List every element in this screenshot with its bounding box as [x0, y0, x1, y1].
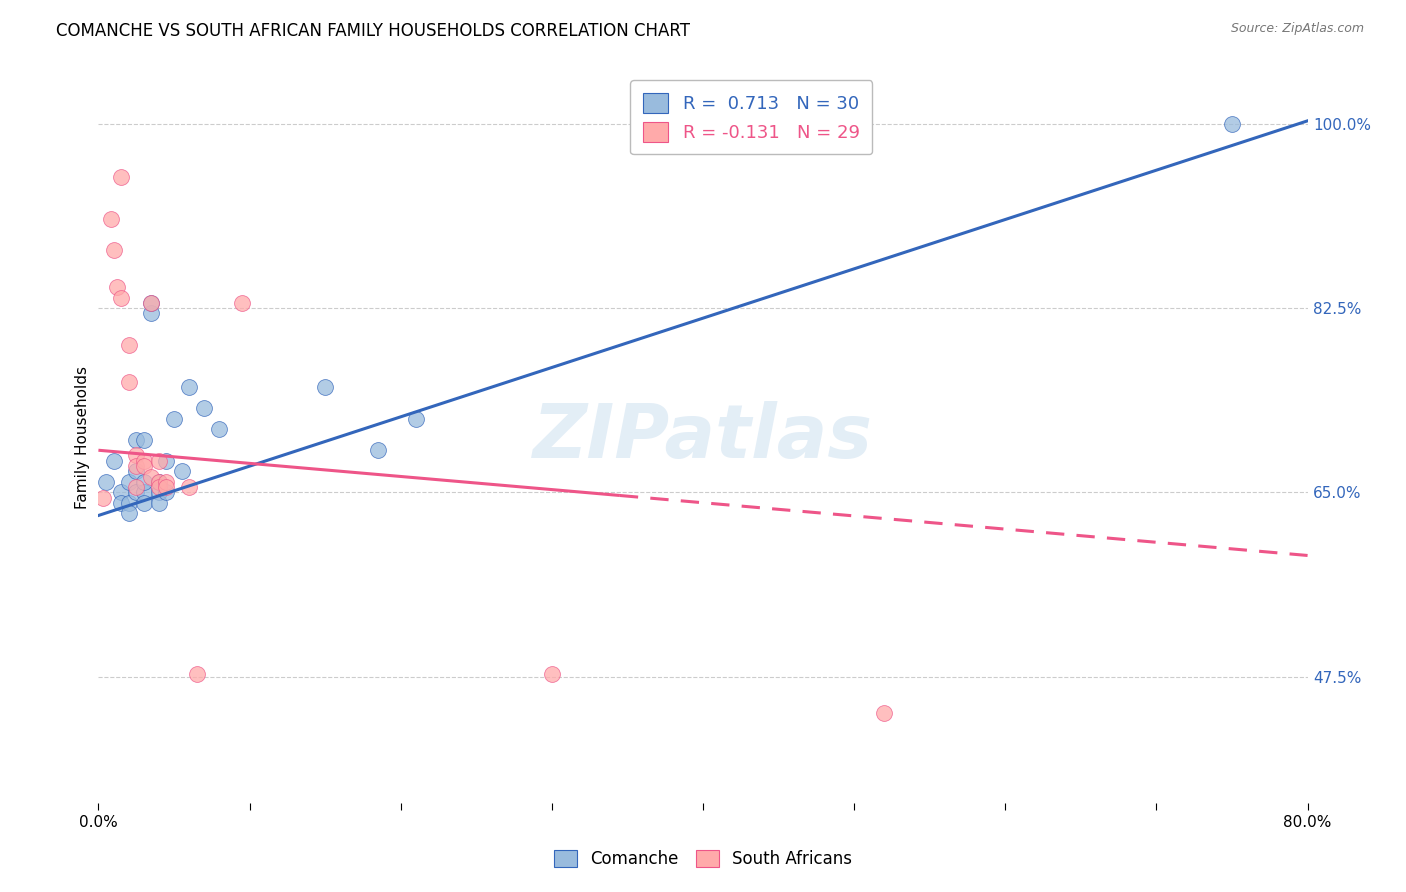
Point: [125, 485, 148, 500]
Point: [100, 211, 122, 226]
Point: [118, 338, 141, 352]
Point: [125, 433, 148, 447]
Point: [873, 706, 896, 721]
Point: [148, 475, 170, 489]
Text: Source: ZipAtlas.com: Source: ZipAtlas.com: [1230, 22, 1364, 36]
Point: [141, 296, 163, 310]
Point: [141, 296, 163, 310]
Point: [110, 496, 132, 510]
Point: [163, 411, 186, 425]
Point: [179, 480, 201, 494]
Point: [148, 480, 170, 494]
Point: [132, 485, 155, 500]
Legend: R =  0.713   N = 30, R = -0.131   N = 29: R = 0.713 N = 30, R = -0.131 N = 29: [630, 80, 872, 154]
Point: [103, 244, 125, 258]
Point: [141, 469, 163, 483]
Point: [186, 667, 208, 681]
Point: [118, 496, 141, 510]
Point: [110, 485, 132, 500]
Point: [125, 458, 148, 473]
Point: [231, 296, 253, 310]
Point: [148, 485, 170, 500]
Point: [155, 475, 177, 489]
Point: [155, 485, 177, 500]
Point: [405, 411, 427, 425]
Point: [155, 454, 177, 468]
Point: [103, 454, 125, 468]
Point: [125, 449, 148, 463]
Point: [118, 507, 141, 521]
Point: [367, 443, 389, 458]
Point: [91, 491, 114, 505]
Text: ZIPatlas: ZIPatlas: [533, 401, 873, 474]
Point: [110, 169, 132, 184]
Point: [208, 422, 231, 436]
Point: [132, 458, 155, 473]
Point: [110, 291, 132, 305]
Point: [125, 464, 148, 478]
Point: [125, 480, 148, 494]
Text: COMANCHE VS SOUTH AFRICAN FAMILY HOUSEHOLDS CORRELATION CHART: COMANCHE VS SOUTH AFRICAN FAMILY HOUSEHO…: [56, 22, 690, 40]
Point: [148, 475, 170, 489]
Point: [314, 380, 336, 394]
Point: [170, 464, 193, 478]
Legend: Comanche, South Africans: Comanche, South Africans: [547, 843, 859, 875]
Point: [148, 454, 170, 468]
Point: [1220, 117, 1243, 131]
Point: [179, 380, 201, 394]
Point: [132, 454, 155, 468]
Point: [155, 480, 177, 494]
Y-axis label: Family Households: Family Households: [75, 366, 90, 508]
Point: [118, 375, 141, 389]
Point: [132, 496, 155, 510]
Point: [141, 306, 163, 320]
Point: [132, 433, 155, 447]
Point: [132, 475, 155, 489]
Point: [94, 475, 117, 489]
Point: [105, 280, 128, 294]
Point: [193, 401, 215, 416]
Point: [540, 667, 562, 681]
Point: [118, 475, 141, 489]
Point: [148, 496, 170, 510]
